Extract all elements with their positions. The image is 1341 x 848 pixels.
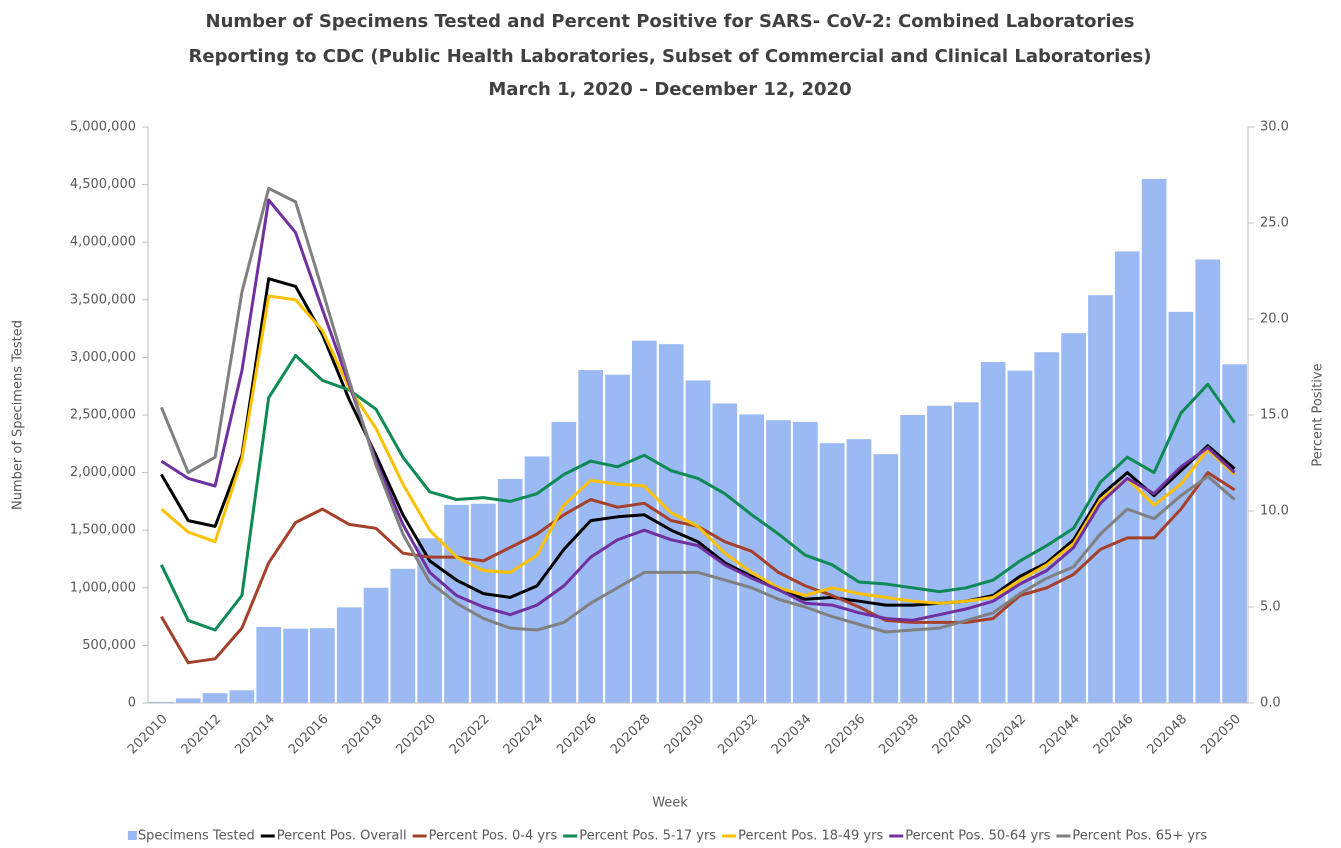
x-tick-label: 202044 [1037, 712, 1083, 758]
x-tick-label: 202036 [823, 712, 869, 758]
bar [390, 568, 416, 703]
bar [766, 420, 791, 703]
bar [283, 628, 308, 703]
chart-title: Number of Specimens Tested and Percent P… [206, 11, 1135, 32]
x-tick-label: 202038 [876, 712, 922, 758]
x-tick-label: 202014 [232, 712, 278, 758]
bar [1061, 333, 1086, 703]
x-tick-label: 202046 [1091, 712, 1137, 758]
bar [229, 690, 255, 703]
y2-tick-label: 30.0 [1260, 120, 1289, 135]
y-tick-label: 500,000 [82, 638, 136, 653]
bar [202, 693, 228, 703]
bar [873, 454, 899, 703]
bar [980, 362, 1006, 703]
legend-label: Percent Pos. 18-49 yrs [738, 829, 883, 844]
x-tick-label: 202020 [393, 712, 439, 758]
line [160, 294, 1236, 605]
x-tick-label: 202048 [1145, 712, 1191, 758]
x-tick-label: 202028 [608, 712, 654, 758]
legend-label: Percent Pos. 0-4 yrs [429, 829, 558, 844]
bar [578, 370, 604, 703]
bar [336, 607, 362, 703]
legend-label: Percent Pos. 65+ yrs [1072, 829, 1207, 844]
bar [497, 478, 523, 703]
x-tick-label: 202026 [554, 712, 600, 758]
y2-tick-label: 10.0 [1260, 504, 1289, 519]
y-tick-label: 3,000,000 [70, 350, 136, 365]
bar [1222, 364, 1247, 703]
chart-title: Reporting to CDC (Public Health Laborato… [189, 46, 1152, 67]
bar [819, 443, 845, 703]
x-tick-label: 202010 [125, 712, 171, 758]
y-tick-label: 1,000,000 [70, 580, 136, 595]
y-tick-label: 4,000,000 [70, 235, 136, 250]
legend-swatch [127, 831, 137, 840]
legend: Specimens Tested Percent Pos. Overall Perc… [127, 829, 1207, 844]
x-tick-label: 202024 [501, 712, 547, 758]
y2-axis-title: Percent Positive [1311, 363, 1326, 466]
x-tick-label: 202018 [340, 712, 386, 758]
line [160, 186, 1236, 634]
bar [792, 421, 818, 703]
y-tick-label: 1,500,000 [70, 523, 136, 538]
x-tick-label: 202030 [662, 712, 708, 758]
y-tick-label: 3,500,000 [70, 292, 136, 307]
y-tick-label: 2,000,000 [70, 465, 136, 480]
y2-tick-label: 5.0 [1260, 600, 1281, 615]
legend-label: Percent Pos. 5-17 yrs [579, 829, 716, 844]
bar [363, 587, 389, 703]
legend-label: Percent Pos. 50-64 yrs [905, 829, 1050, 844]
y2-tick-label: 0.0 [1260, 696, 1281, 711]
x-tick-label: 202032 [715, 712, 761, 758]
y-tick-label: 0 [128, 696, 136, 711]
bar [1007, 370, 1033, 703]
y2-tick-label: 25.0 [1260, 216, 1289, 231]
x-tick-label: 202034 [769, 712, 815, 758]
line [160, 198, 1236, 622]
y2-tick-label: 20.0 [1260, 312, 1289, 327]
bar [1141, 178, 1167, 704]
x-axis-title: Week [652, 796, 688, 811]
y-tick-label: 2,500,000 [70, 408, 136, 423]
bar [175, 698, 201, 703]
bar [310, 628, 335, 703]
bar [417, 538, 443, 703]
x-tick-label: 202022 [447, 712, 493, 758]
y2-tick-label: 15.0 [1260, 408, 1289, 423]
chart-title: March 1, 2020 – December 12, 2020 [488, 79, 851, 100]
bar [927, 405, 952, 703]
legend-label: Specimens Tested [138, 829, 255, 844]
bar [149, 701, 174, 703]
bar [1034, 352, 1060, 703]
bar [846, 439, 872, 703]
bar [256, 626, 282, 703]
x-tick-label: 202050 [1198, 712, 1244, 758]
legend-label: Percent Pos. Overall [277, 829, 407, 844]
y-tick-label: 5,000,000 [70, 120, 136, 135]
bar [900, 415, 925, 703]
line [160, 354, 1236, 632]
x-tick-label: 202016 [286, 712, 332, 758]
x-tick-label: 202012 [179, 712, 225, 758]
y-axis-title: Number of Specimens Tested [11, 320, 26, 510]
bar [953, 402, 979, 703]
x-tick-label: 202040 [930, 712, 976, 758]
x-tick-label: 202042 [984, 712, 1030, 758]
line [160, 277, 1236, 607]
bar [632, 340, 657, 703]
y-tick-label: 4,500,000 [70, 177, 136, 192]
